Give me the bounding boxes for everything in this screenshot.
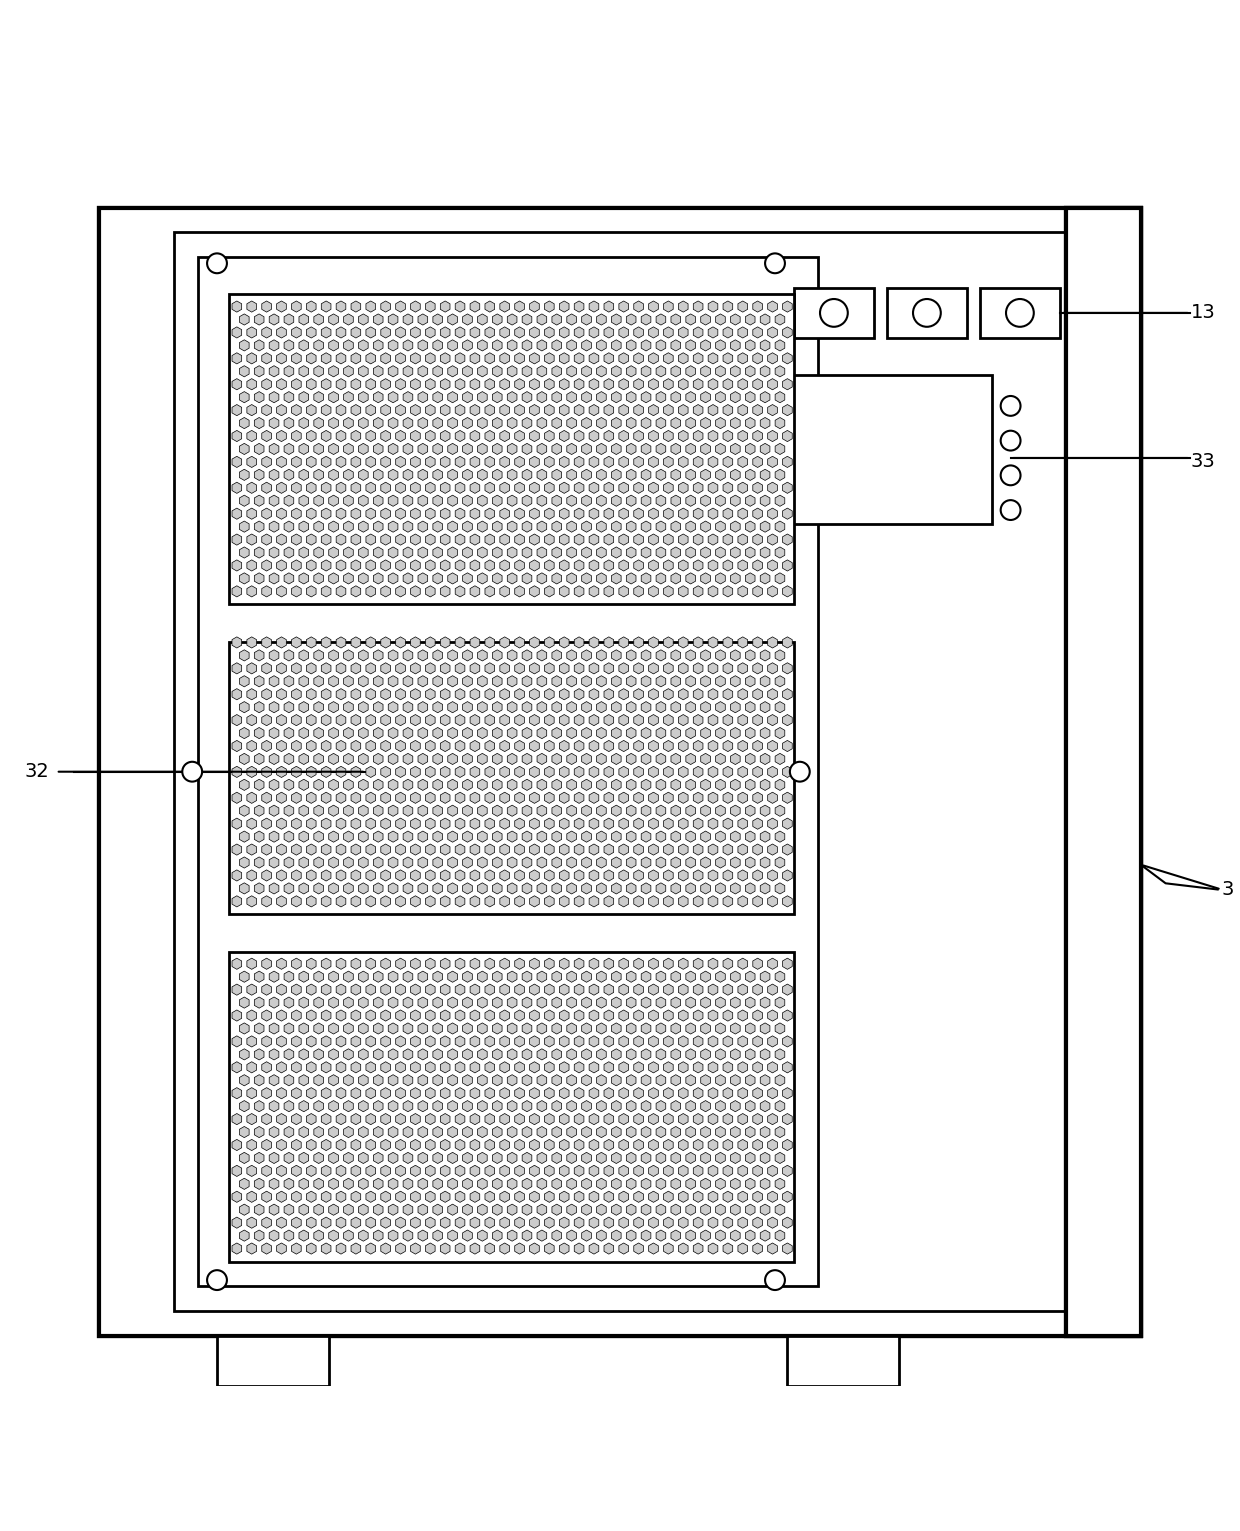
- Bar: [980, 288, 1060, 338]
- Circle shape: [765, 1271, 785, 1291]
- Circle shape: [1001, 465, 1021, 485]
- Circle shape: [1001, 397, 1021, 416]
- Bar: [794, 288, 874, 338]
- Text: 33: 33: [1190, 452, 1215, 472]
- Circle shape: [1006, 299, 1034, 326]
- Bar: [99, 208, 1141, 1337]
- Bar: [781, 375, 992, 524]
- Circle shape: [207, 253, 227, 273]
- Bar: [229, 294, 794, 605]
- Text: 13: 13: [1190, 303, 1215, 323]
- Bar: [99, 208, 1141, 1337]
- Circle shape: [765, 253, 785, 273]
- Bar: [1066, 208, 1141, 1337]
- Text: 3: 3: [1221, 880, 1234, 899]
- Bar: [198, 257, 818, 1286]
- Bar: [174, 233, 1066, 1311]
- Circle shape: [182, 762, 202, 782]
- Bar: [229, 641, 794, 914]
- Circle shape: [790, 762, 810, 782]
- Circle shape: [207, 1271, 227, 1291]
- Circle shape: [1001, 430, 1021, 450]
- Bar: [887, 288, 967, 338]
- Bar: [229, 951, 794, 1262]
- Bar: [217, 1337, 329, 1386]
- Circle shape: [1001, 501, 1021, 521]
- Circle shape: [913, 299, 941, 326]
- Bar: [787, 1337, 899, 1386]
- Text: 32: 32: [25, 762, 50, 781]
- Circle shape: [820, 299, 848, 326]
- Bar: [1066, 208, 1141, 1337]
